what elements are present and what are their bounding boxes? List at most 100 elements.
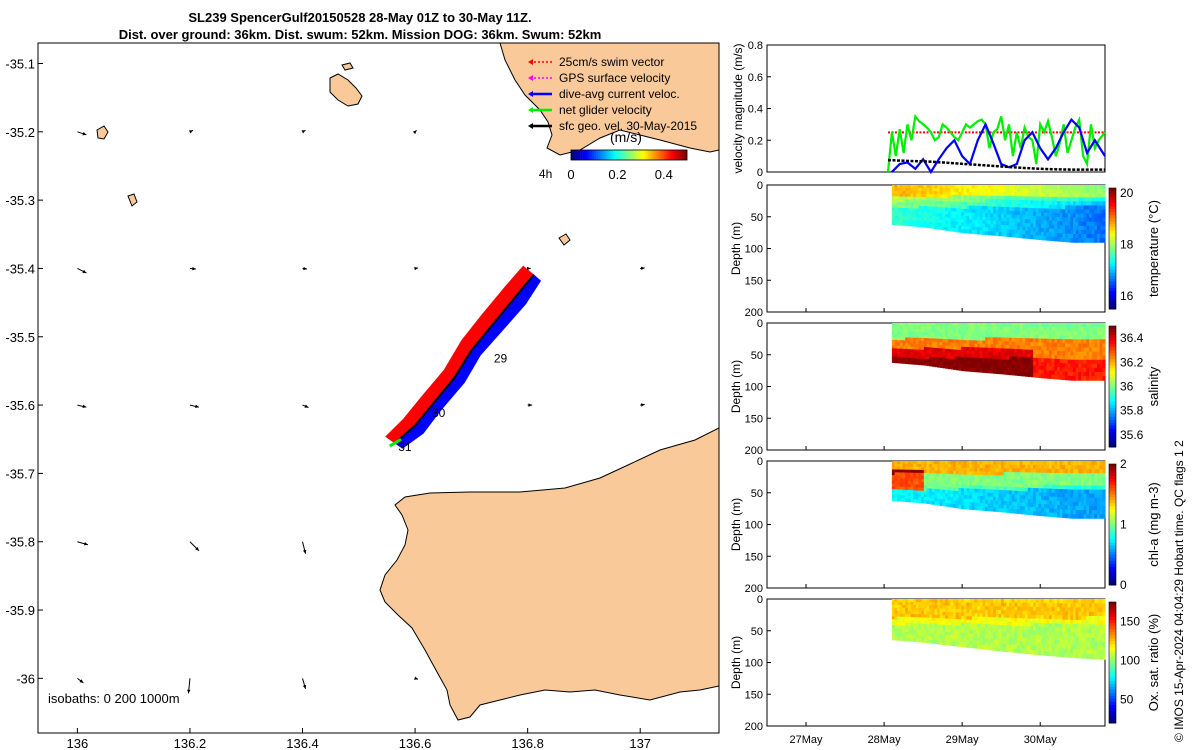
section-cell: [953, 208, 957, 213]
section-cell: [1065, 481, 1069, 486]
section-cell: [934, 624, 938, 629]
section-cell: [1075, 205, 1079, 211]
section-cell: [1070, 229, 1074, 235]
section-cell: [918, 490, 922, 495]
section-cell: [1086, 197, 1090, 202]
section-cell: [1025, 610, 1029, 616]
section-cell: [921, 626, 925, 631]
section-cell: [891, 599, 896, 603]
section-cell: [929, 608, 933, 613]
section-cell: [1102, 376, 1106, 381]
section-cell: [1070, 501, 1074, 507]
section-cell: [891, 351, 896, 355]
section-cell: [1070, 485, 1074, 491]
section-cell: [945, 339, 949, 343]
section-cell: [1051, 639, 1055, 645]
section-cell: [934, 618, 938, 622]
section-cell: [1075, 628, 1079, 634]
colorbar-segment: [1109, 410, 1116, 415]
section-cell: [1030, 353, 1034, 359]
section-cell: [942, 358, 946, 362]
section-cell: [1054, 623, 1058, 629]
colorbar-segment: [576, 150, 579, 160]
section-cell: [953, 605, 957, 610]
section-cell: [1001, 206, 1005, 211]
section-cell: [985, 368, 989, 374]
section-cell: [1006, 195, 1010, 201]
section-cell: [987, 627, 992, 633]
section-cell: [1062, 505, 1066, 510]
section-cell: [1038, 330, 1042, 336]
section-cell: [918, 617, 922, 622]
section-cell: [1081, 607, 1085, 613]
section-cell: [1075, 632, 1079, 638]
section-cell: [929, 464, 933, 468]
section-cell: [1038, 511, 1042, 517]
section-cell: [1081, 371, 1085, 377]
section-cell: [1059, 363, 1063, 368]
section-cell: [1003, 493, 1008, 499]
section-cell: [931, 363, 936, 367]
section-cell: [1089, 628, 1093, 634]
section-cell: [1001, 486, 1005, 491]
section-cell: [910, 472, 914, 477]
legend-arrowhead: [528, 59, 533, 65]
section-cell: [1070, 371, 1074, 377]
section-cell: [1049, 374, 1053, 379]
section-cell: [945, 464, 949, 469]
colorbar-segment: [671, 150, 674, 160]
section-cell: [990, 199, 994, 204]
section-cell: [1094, 225, 1098, 231]
section-cell: [894, 213, 898, 217]
section-cell: [1001, 337, 1005, 342]
section-cell: [1070, 193, 1074, 198]
section-cell: [998, 333, 1002, 339]
section-cell: [1065, 644, 1069, 650]
section-cell: [1089, 217, 1093, 223]
section-cell: [998, 504, 1002, 509]
section-cell: [910, 626, 914, 630]
section-cell: [910, 617, 914, 621]
section-cell: [1043, 192, 1047, 198]
section-cell: [921, 349, 925, 354]
section-cell: [953, 204, 957, 209]
section-cell: [918, 629, 922, 634]
section-cell: [939, 499, 944, 503]
section-cell: [1019, 341, 1024, 347]
section-cell: [942, 323, 946, 327]
section-cell: [1035, 618, 1040, 624]
section-cell: [910, 220, 914, 224]
section-cell: [977, 461, 981, 466]
section-cell: [1022, 188, 1026, 194]
section-cell: [931, 347, 936, 352]
section-cell: [1065, 193, 1069, 198]
section-cell: [961, 198, 965, 203]
section-cell: [995, 602, 1000, 607]
section-cell: [961, 191, 965, 196]
section-cell: [913, 481, 917, 486]
section-cell: [1067, 351, 1071, 357]
section-cell: [910, 349, 914, 353]
section-cell: [899, 628, 904, 633]
section-cell: [966, 191, 970, 196]
section-cell: [1017, 337, 1021, 343]
section-cell: [897, 210, 901, 215]
section-cell: [1043, 639, 1047, 644]
section-cell: [953, 194, 957, 199]
section-cell: [977, 602, 981, 607]
section-cell: [1017, 352, 1021, 358]
section-cell: [942, 628, 946, 633]
section-cell: [902, 495, 906, 499]
section-cell: [1075, 493, 1079, 499]
section-cell: [891, 348, 896, 352]
section-cell: [947, 470, 952, 475]
section-cell: [1062, 209, 1066, 214]
section-cell: [1001, 464, 1005, 469]
section-cell: [899, 340, 904, 344]
section-cell: [899, 348, 904, 353]
map-y-tick-label: -35.9: [5, 603, 35, 618]
section-cell: [1014, 487, 1018, 492]
section-cell: [1091, 599, 1095, 604]
section-cell: [1094, 367, 1098, 373]
section-cell: [913, 632, 917, 636]
